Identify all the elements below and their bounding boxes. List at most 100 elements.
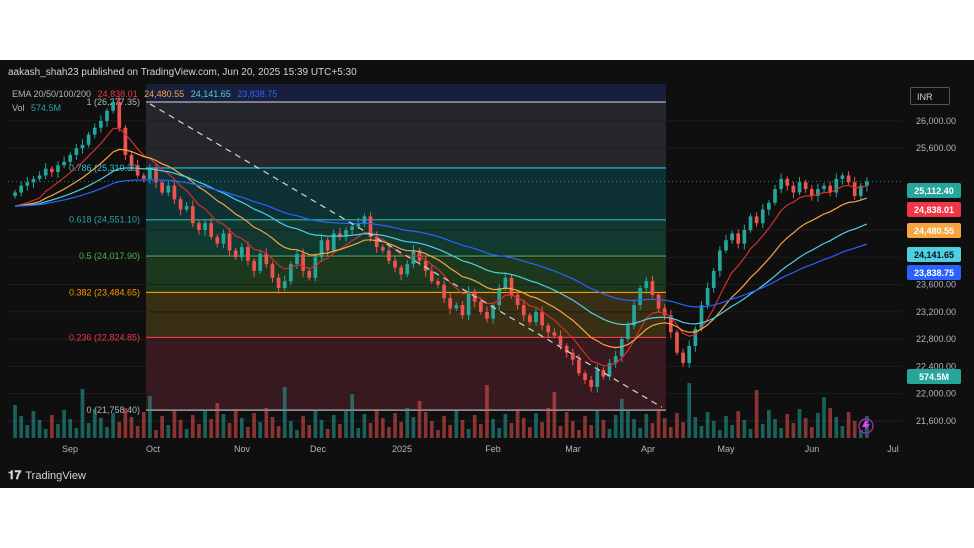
candle-body [80,144,85,149]
volume-bar [62,410,66,438]
volume-bar [577,430,581,438]
candle-body [675,332,679,353]
volume-bar [295,430,299,438]
candle-body [258,253,263,271]
candle-body [313,257,318,278]
volume-bar [197,424,201,438]
candle-body [319,240,324,258]
ema-legend[interactable]: EMA 20/50/100/200 24,838.01 24,480.55 24… [12,89,277,99]
fib-label-0: 0 (21,758.40) [86,405,140,415]
candle-body [521,305,526,316]
y-tick-label: 22,000.00 [916,389,956,399]
volume-bar [25,425,30,438]
candle-body [478,301,483,312]
candle-body [613,356,618,363]
fib-zone-1 [146,102,666,168]
candle-body [270,264,275,278]
candle-body [509,277,514,295]
volume-bar [834,417,839,438]
candle-body [718,250,722,271]
candle-body [767,202,771,210]
candle-body [154,168,158,183]
candle-body [858,185,863,196]
candle-body [289,264,293,282]
volume-bar [319,420,324,438]
candle-body [619,339,624,357]
chart-canvas[interactable]: 26,000.0025,600.0024,400.0024,000.0023,6… [0,60,974,488]
candle-body [141,175,146,179]
candle-body [687,345,692,363]
volume-bar [809,427,814,438]
candle-body [607,362,612,377]
volume-bar [478,424,483,438]
volume-bar [613,415,618,438]
volume-bar [570,421,575,438]
candle-body [662,308,667,316]
volume-bar [840,426,845,438]
ema200-price-tag [907,265,961,280]
ema-legend-label: EMA 20/50/100/200 [12,89,92,99]
volume-bar [117,422,122,438]
candle-body [442,284,446,299]
currency-selector[interactable]: INR [910,87,950,105]
candle-body [528,315,532,323]
volume-bar [209,419,214,438]
candle-body [693,328,698,346]
candle-body [534,311,538,323]
candle-body [43,168,48,176]
candle-body [368,216,373,237]
candle-body [454,305,459,309]
volume-bar [362,414,367,438]
chart-frame: 26,000.0025,600.0024,400.0024,000.0023,6… [0,60,974,488]
candle-body [111,102,115,111]
volume-bar [699,426,704,438]
candle-body [31,178,36,183]
candle-body [393,260,397,268]
volume-bar [521,418,526,438]
x-tick-label: Jun [805,444,820,454]
volume-bar [387,427,391,438]
volume-bar [270,417,275,438]
volume-bar [828,408,833,438]
candle-body [570,352,575,360]
volume-bar [123,408,128,438]
volume-bar [56,424,60,438]
volume-bar [472,415,477,438]
volume-bar [675,413,679,438]
volume-legend[interactable]: Vol 574.5M [12,103,61,113]
event-marker-icon[interactable] [858,418,874,434]
volume-bar [442,416,446,438]
tradingview-logo[interactable]: 𝟏𝟕 TradingView [8,468,86,483]
volume-bar [331,415,336,438]
volume-bar [221,414,226,438]
volume-bar [105,427,109,438]
volume-bar [693,417,698,438]
volume-bar [417,401,422,438]
volume-bar [638,428,643,438]
candle-body [595,369,600,387]
volume-bar [816,413,820,438]
candle-body [760,209,765,224]
volume-bar [380,418,385,438]
ema200-legend-value: 23,838.75 [237,89,278,99]
fib-label-0.786: 0.786 (25,310.30) [69,163,140,173]
volume-bar [460,420,465,438]
candle-body [852,182,857,196]
candle-body [233,250,238,258]
y-tick-label: 21,600.00 [916,416,956,426]
volume-bar [190,415,195,438]
volume-bar [141,412,146,438]
volume-bar [785,414,790,438]
ema50-price-label: 24,480.55 [914,226,954,236]
candle-body [215,236,220,244]
candle-body [301,253,305,271]
candle-body [558,335,563,346]
candle-body [350,226,354,231]
candle-body [656,294,661,309]
volume-bar [485,385,489,438]
candle-body [172,185,177,200]
candle-body [123,127,128,156]
candle-body [282,281,287,288]
ema100-line [15,167,868,326]
x-tick-label: Apr [641,444,655,454]
